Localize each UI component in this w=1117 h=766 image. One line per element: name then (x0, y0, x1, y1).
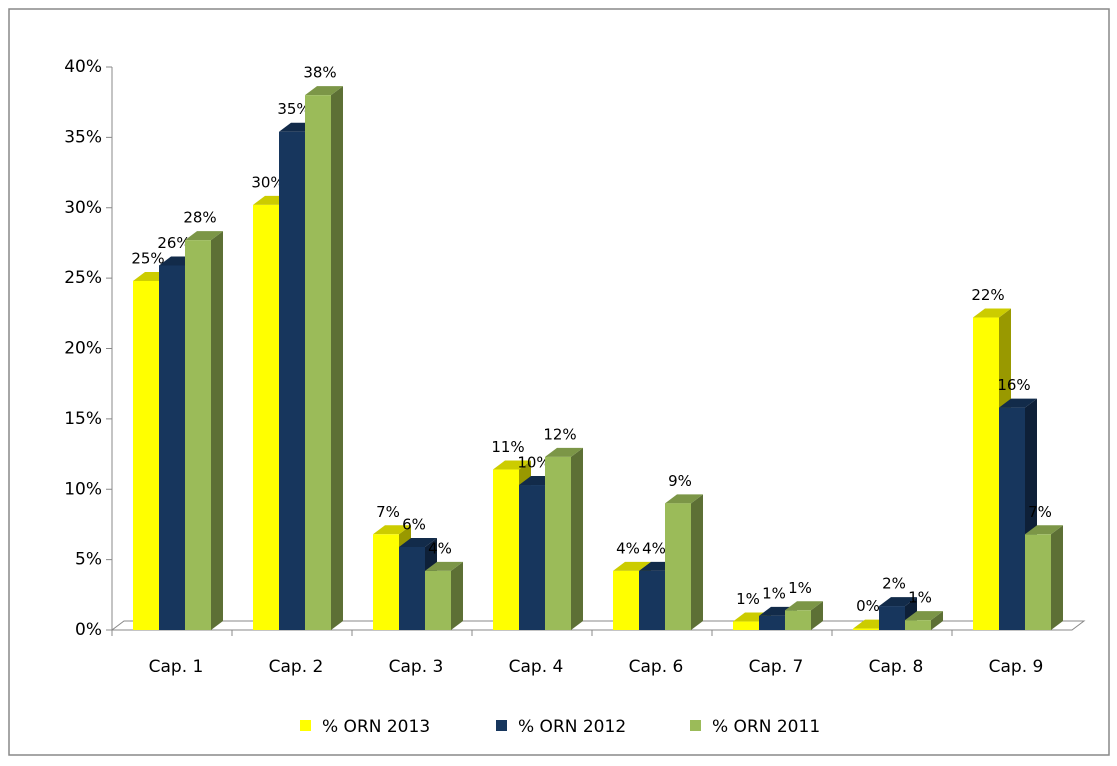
bar-side (571, 447, 583, 630)
bar (879, 606, 905, 630)
data-label: 9% (668, 472, 692, 490)
y-tick-label: 0% (75, 620, 102, 640)
bar (279, 131, 305, 630)
data-label: 1% (762, 584, 786, 602)
data-label: 1% (908, 589, 932, 607)
bar-side (331, 86, 343, 630)
bar-top (973, 308, 1011, 318)
bar (253, 204, 279, 630)
data-label: 35% (277, 100, 310, 118)
bar (519, 485, 545, 630)
bar-top (399, 537, 437, 547)
bar (305, 95, 331, 630)
y-tick-label: 35% (64, 127, 102, 147)
bar-side (691, 494, 703, 630)
data-label: 30% (251, 173, 284, 191)
bar (425, 570, 451, 630)
bar (999, 407, 1025, 630)
bar-top (999, 398, 1037, 408)
bar (373, 534, 399, 630)
data-label: 10% (517, 454, 550, 472)
bar-top (305, 86, 343, 96)
bar-top (1025, 525, 1063, 535)
bar-top (373, 525, 411, 535)
bar (639, 570, 665, 630)
bar (759, 615, 785, 630)
x-tick-label: Cap. 6 (629, 657, 684, 677)
bar (1025, 534, 1051, 630)
bar (973, 317, 999, 630)
bar-top (879, 597, 917, 607)
data-label: 25% (131, 249, 164, 267)
x-tick-label: Cap. 4 (509, 657, 564, 677)
data-label: 6% (402, 515, 426, 533)
bar (853, 628, 879, 630)
data-label: 7% (376, 503, 400, 521)
data-label: 1% (736, 590, 760, 608)
data-label: 4% (428, 539, 452, 557)
bar-side (931, 611, 943, 630)
y-tick-label: 5% (75, 550, 102, 570)
bar (185, 240, 211, 630)
bar-side (811, 601, 823, 630)
y-tick-label: 15% (64, 409, 102, 429)
bar (399, 546, 425, 630)
bar-top (665, 494, 703, 504)
data-label: 16% (997, 376, 1030, 394)
x-tick-label: Cap. 9 (989, 657, 1044, 677)
bar (785, 610, 811, 630)
y-tick-label: 20% (64, 339, 102, 359)
x-tick-label: Cap. 3 (389, 657, 444, 677)
data-label: 2% (882, 575, 906, 593)
data-label: 11% (491, 438, 524, 456)
legend-label: % ORN 2011 (712, 717, 820, 737)
bar (493, 469, 519, 630)
bar (905, 620, 931, 630)
data-label: 22% (971, 286, 1004, 304)
data-label: 0% (856, 597, 880, 615)
bar-side (211, 231, 223, 630)
bar (733, 621, 759, 630)
legend-label: % ORN 2013 (322, 717, 430, 737)
y-tick-label: 30% (64, 198, 102, 218)
legend-swatch (690, 720, 701, 731)
data-label: 1% (788, 579, 812, 597)
x-tick-label: Cap. 1 (149, 657, 204, 677)
bar-top (185, 231, 223, 241)
data-label: 12% (543, 425, 576, 443)
bar-side (451, 561, 463, 630)
bar-top (613, 561, 651, 571)
bar-top (785, 601, 823, 611)
y-tick-label: 25% (64, 268, 102, 288)
x-tick-label: Cap. 7 (749, 657, 804, 677)
bar (545, 456, 571, 630)
legend-label: % ORN 2012 (518, 717, 626, 737)
bar-top (545, 447, 583, 457)
y-tick-label: 10% (64, 479, 102, 499)
bar-top (905, 611, 943, 621)
bar (133, 280, 159, 630)
bar (665, 503, 691, 630)
data-label: 7% (1028, 503, 1052, 521)
bar-top (425, 561, 463, 571)
data-label: 26% (157, 234, 190, 252)
data-label: 28% (183, 209, 216, 227)
bar (159, 265, 185, 630)
data-label: 38% (303, 64, 336, 82)
data-label: 4% (616, 539, 640, 557)
x-tick-label: Cap. 8 (869, 657, 924, 677)
bar-side (1051, 525, 1063, 630)
bar-top (493, 460, 531, 470)
data-label: 4% (642, 539, 666, 557)
legend-swatch (300, 720, 311, 731)
legend-swatch (496, 720, 507, 731)
bar (613, 570, 639, 630)
x-tick-label: Cap. 2 (269, 657, 324, 677)
y-tick-label: 40% (64, 57, 102, 77)
